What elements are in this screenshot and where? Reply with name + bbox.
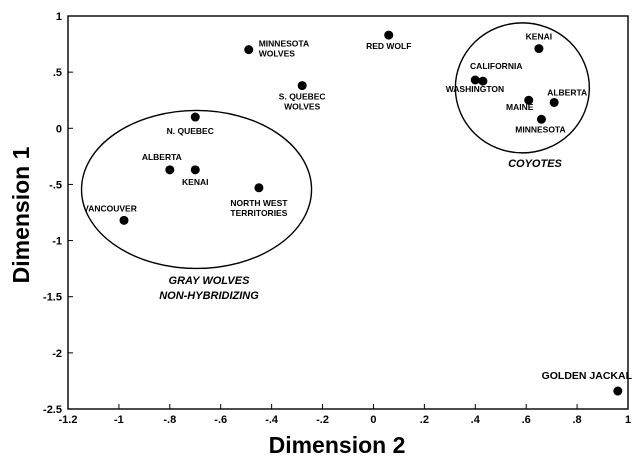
point-label: WOLVES (284, 102, 321, 112)
data-point (470, 75, 480, 85)
group-label: NON-HYBRIDIZING (159, 290, 259, 302)
point-label: KENAI (182, 177, 208, 187)
x-tick-label: -.8 (163, 414, 176, 426)
x-tick-label: .6 (522, 414, 531, 426)
y-tick-label: -1 (52, 236, 62, 248)
coyotes-ellipse (454, 22, 591, 154)
data-point (297, 81, 307, 91)
y-tick-label: .5 (53, 67, 62, 79)
data-point (536, 114, 546, 124)
point-label: ALBERTA (547, 87, 587, 97)
point-label: WASHINGTON (446, 84, 504, 94)
point-label: MINNESOTA (259, 39, 309, 49)
x-tick-label: -.4 (265, 414, 279, 426)
y-tick-label: 0 (56, 123, 62, 135)
point-label: ALBERTA (142, 152, 182, 162)
point-label: MAINE (506, 102, 534, 112)
y-tick-label: -.5 (49, 179, 62, 191)
y-axis-title: Dimension 1 (8, 146, 34, 283)
point-label: GOLDEN JACKAL (542, 370, 633, 382)
x-tick-label: .4 (471, 414, 481, 426)
data-point (190, 165, 200, 175)
point-label: KENAI (526, 32, 552, 42)
point-label: RED WOLF (366, 41, 411, 51)
data-point (254, 183, 264, 193)
x-tick-label: .8 (572, 414, 581, 426)
x-tick-label: -.2 (316, 414, 329, 426)
data-point (524, 95, 534, 105)
x-tick-label: .2 (420, 414, 429, 426)
point-label: VANCOUVER (83, 203, 137, 213)
gray-wolves-ellipse (80, 109, 313, 270)
plot-frame (67, 15, 629, 410)
data-point (244, 45, 254, 55)
x-axis-title: Dimension 2 (269, 432, 406, 458)
y-tick-label: -2.5 (43, 404, 62, 416)
point-label: WOLVES (259, 49, 296, 59)
y-tick-label: -2 (52, 348, 62, 360)
x-tick-label: -1 (114, 414, 124, 426)
point-label: TERRITORIES (230, 208, 287, 218)
data-point (384, 30, 394, 40)
point-label: NORTH WEST (230, 198, 288, 208)
x-tick-label: -1.2 (59, 414, 78, 426)
group-label: GRAY WOLVES (169, 275, 251, 287)
data-point (613, 386, 623, 396)
y-tick-label: 1 (56, 11, 62, 23)
point-label: S. QUEBEC (279, 92, 326, 102)
data-point (534, 44, 544, 54)
point-label: MINNESOTA (515, 124, 565, 134)
data-point (165, 165, 175, 175)
data-point (119, 215, 129, 225)
group-label: COYOTES (508, 158, 562, 170)
data-point (478, 76, 488, 86)
x-tick-label: -.6 (214, 414, 227, 426)
point-label: CALIFORNIA (470, 61, 522, 71)
data-point (190, 112, 200, 122)
data-point (549, 97, 559, 107)
y-tick-label: -1.5 (43, 292, 62, 304)
x-tick-label: 0 (370, 414, 376, 426)
point-label: N. QUEBEC (167, 126, 214, 136)
x-tick-label: 1 (625, 414, 631, 426)
